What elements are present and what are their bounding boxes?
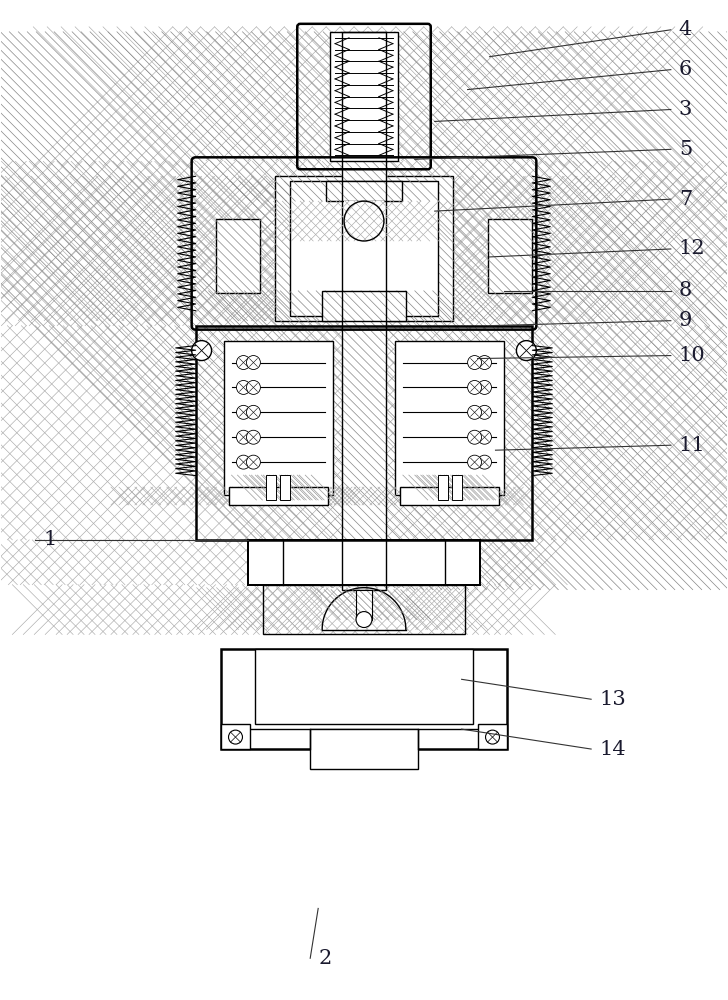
Bar: [356, 590, 372, 620]
Circle shape: [247, 405, 261, 419]
Bar: [223, 341, 333, 495]
Circle shape: [191, 341, 212, 361]
Circle shape: [237, 380, 250, 394]
Bar: [229, 487, 328, 505]
Bar: [266, 475, 277, 500]
Circle shape: [478, 380, 491, 394]
Bar: [196, 326, 532, 540]
Circle shape: [478, 405, 491, 419]
Text: 2: 2: [318, 949, 331, 968]
Circle shape: [467, 430, 481, 444]
Circle shape: [478, 356, 491, 369]
Text: 12: 12: [678, 239, 705, 258]
Bar: [248, 540, 480, 585]
Bar: [248, 540, 480, 585]
Circle shape: [478, 430, 491, 444]
Circle shape: [467, 380, 481, 394]
Bar: [310, 729, 418, 769]
Circle shape: [237, 430, 250, 444]
Bar: [400, 487, 499, 505]
Bar: [323, 588, 405, 630]
Bar: [280, 475, 290, 500]
Bar: [438, 475, 448, 500]
Text: 3: 3: [678, 100, 692, 119]
Bar: [400, 487, 499, 505]
Circle shape: [247, 430, 261, 444]
Circle shape: [247, 455, 261, 469]
Text: 1: 1: [43, 530, 57, 549]
Text: 9: 9: [678, 311, 692, 330]
Bar: [326, 181, 402, 201]
Bar: [290, 181, 438, 316]
Bar: [395, 341, 505, 495]
Polygon shape: [323, 588, 405, 630]
Bar: [275, 176, 453, 321]
Bar: [221, 724, 250, 749]
Bar: [323, 291, 405, 321]
Circle shape: [237, 356, 250, 369]
Bar: [256, 649, 472, 724]
Bar: [342, 32, 386, 590]
Bar: [196, 161, 532, 326]
Bar: [280, 475, 290, 500]
Bar: [221, 649, 507, 749]
Bar: [451, 475, 462, 500]
Circle shape: [237, 455, 250, 469]
Circle shape: [486, 730, 499, 744]
Bar: [326, 181, 402, 201]
Text: 4: 4: [678, 20, 692, 39]
Circle shape: [237, 405, 250, 419]
Bar: [488, 219, 532, 293]
Circle shape: [247, 356, 261, 369]
Bar: [229, 487, 328, 505]
Bar: [451, 475, 462, 500]
Text: 8: 8: [678, 281, 692, 300]
Bar: [478, 724, 507, 749]
Bar: [438, 475, 448, 500]
Circle shape: [229, 730, 242, 744]
Bar: [344, 201, 384, 241]
Bar: [275, 176, 453, 321]
Text: 5: 5: [678, 140, 692, 159]
Bar: [264, 585, 464, 634]
Text: 13: 13: [599, 690, 626, 709]
Circle shape: [467, 405, 481, 419]
Text: 14: 14: [599, 740, 626, 759]
Circle shape: [247, 380, 261, 394]
Bar: [342, 32, 386, 590]
Bar: [323, 291, 405, 321]
Bar: [196, 326, 532, 540]
Circle shape: [467, 356, 481, 369]
Circle shape: [478, 455, 491, 469]
Text: 6: 6: [678, 60, 692, 79]
Bar: [330, 32, 398, 161]
Bar: [248, 540, 480, 585]
Text: 10: 10: [678, 346, 705, 365]
Bar: [264, 585, 464, 634]
Bar: [266, 475, 277, 500]
Circle shape: [356, 612, 372, 628]
Bar: [215, 219, 261, 293]
Circle shape: [467, 455, 481, 469]
Text: 11: 11: [678, 436, 705, 455]
Bar: [356, 590, 372, 620]
Circle shape: [516, 341, 537, 361]
Text: 7: 7: [678, 190, 692, 209]
Bar: [300, 27, 428, 166]
